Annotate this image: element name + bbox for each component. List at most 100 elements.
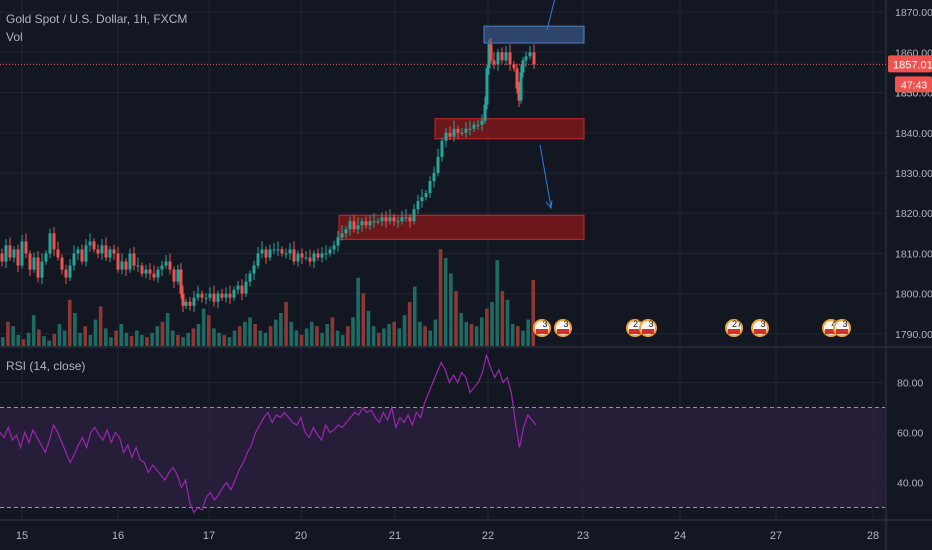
volume-bar	[474, 326, 479, 346]
volume-bar	[371, 326, 376, 346]
candle	[220, 293, 224, 298]
candle	[181, 293, 185, 306]
volume-bar	[397, 328, 402, 346]
candle	[444, 132, 448, 141]
projection-arrow-up[interactable]	[546, 0, 556, 31]
rsi-tick-label: 60.00	[897, 428, 923, 440]
candle	[44, 253, 48, 262]
candle	[88, 241, 92, 246]
candle	[188, 301, 192, 306]
candle	[4, 245, 8, 262]
candle	[172, 269, 176, 282]
candle	[288, 249, 292, 254]
volume-bar	[104, 328, 108, 346]
volume-bar	[114, 330, 118, 346]
candle	[468, 128, 472, 130]
candle	[456, 128, 460, 133]
volume-bar	[531, 280, 536, 346]
volume-bar	[248, 317, 252, 346]
candle	[372, 221, 376, 223]
volume-bar	[119, 324, 124, 346]
event-count: 3	[542, 319, 547, 329]
rsi-tick-label: 80.00	[897, 378, 923, 390]
candle	[140, 265, 144, 274]
volume-bar	[428, 330, 433, 346]
candle	[76, 249, 80, 254]
price-tick-label: 1800.00	[895, 289, 932, 301]
symbol-title: Gold Spot / U.S. Dollar, 1h, FXCM	[6, 12, 188, 26]
resistance-zone[interactable]	[483, 25, 585, 44]
candle	[348, 221, 352, 230]
demand-zone[interactable]	[434, 118, 585, 140]
candle	[344, 229, 348, 234]
volume-bar	[243, 321, 247, 346]
event-flag-stripe	[557, 329, 569, 334]
candle	[508, 52, 512, 65]
volume-bar	[407, 302, 412, 346]
candle	[252, 265, 256, 274]
candle	[268, 249, 272, 258]
candle	[517, 88, 521, 101]
candle	[36, 257, 40, 278]
volume-bar	[1, 337, 5, 346]
x-tick-label: 21	[389, 530, 401, 542]
volume-bar	[196, 324, 201, 346]
candle	[104, 245, 108, 258]
last-price-value: 1857.01	[893, 59, 932, 71]
arrow-head	[545, 200, 553, 210]
candle	[328, 249, 332, 254]
volume-bar	[145, 337, 149, 346]
volume-bar	[124, 332, 129, 346]
support-zone[interactable]	[338, 214, 585, 240]
volume-bar	[510, 324, 515, 346]
volume-bar	[495, 260, 499, 346]
volume-bar	[93, 319, 98, 346]
candle	[168, 261, 172, 270]
volume-bar	[402, 315, 407, 346]
candle	[248, 273, 252, 282]
volume-bar	[140, 335, 144, 346]
candle	[48, 233, 52, 254]
candle	[240, 285, 244, 294]
candle	[368, 221, 372, 226]
volume-bar	[26, 332, 31, 346]
volume-bar	[521, 330, 525, 346]
volume-bar	[459, 313, 463, 346]
candle	[448, 132, 452, 137]
volume-bar	[222, 335, 227, 346]
candle	[412, 209, 416, 222]
candle	[280, 249, 284, 254]
candle	[100, 245, 104, 254]
x-tick-label: 27	[770, 530, 782, 542]
volume-bar	[31, 315, 36, 346]
candle	[208, 293, 212, 298]
candle	[460, 132, 464, 134]
volume-bar	[258, 330, 263, 346]
x-tick-label: 28	[867, 530, 879, 542]
candle	[164, 261, 168, 266]
candle	[388, 217, 392, 222]
countdown-value: 47:43	[901, 79, 927, 91]
candle	[32, 257, 36, 270]
candle	[80, 249, 84, 262]
event-flag-stripe	[825, 329, 837, 334]
candle	[196, 293, 200, 298]
projection-arrow-down[interactable]	[539, 144, 552, 208]
rsi-line	[0, 352, 537, 514]
volume-bar	[268, 326, 273, 346]
candle	[152, 273, 156, 278]
candle	[524, 56, 528, 61]
candle	[84, 245, 88, 262]
candle	[532, 52, 536, 65]
volume-bar	[438, 249, 443, 346]
candle	[500, 52, 504, 61]
volume-bar	[57, 324, 62, 346]
candle	[340, 233, 344, 238]
volume-bar	[289, 321, 293, 346]
volume-bar	[129, 336, 134, 346]
volume-bar	[340, 335, 345, 346]
candle	[308, 257, 312, 262]
candle	[324, 253, 328, 255]
volume-bar	[526, 319, 530, 346]
